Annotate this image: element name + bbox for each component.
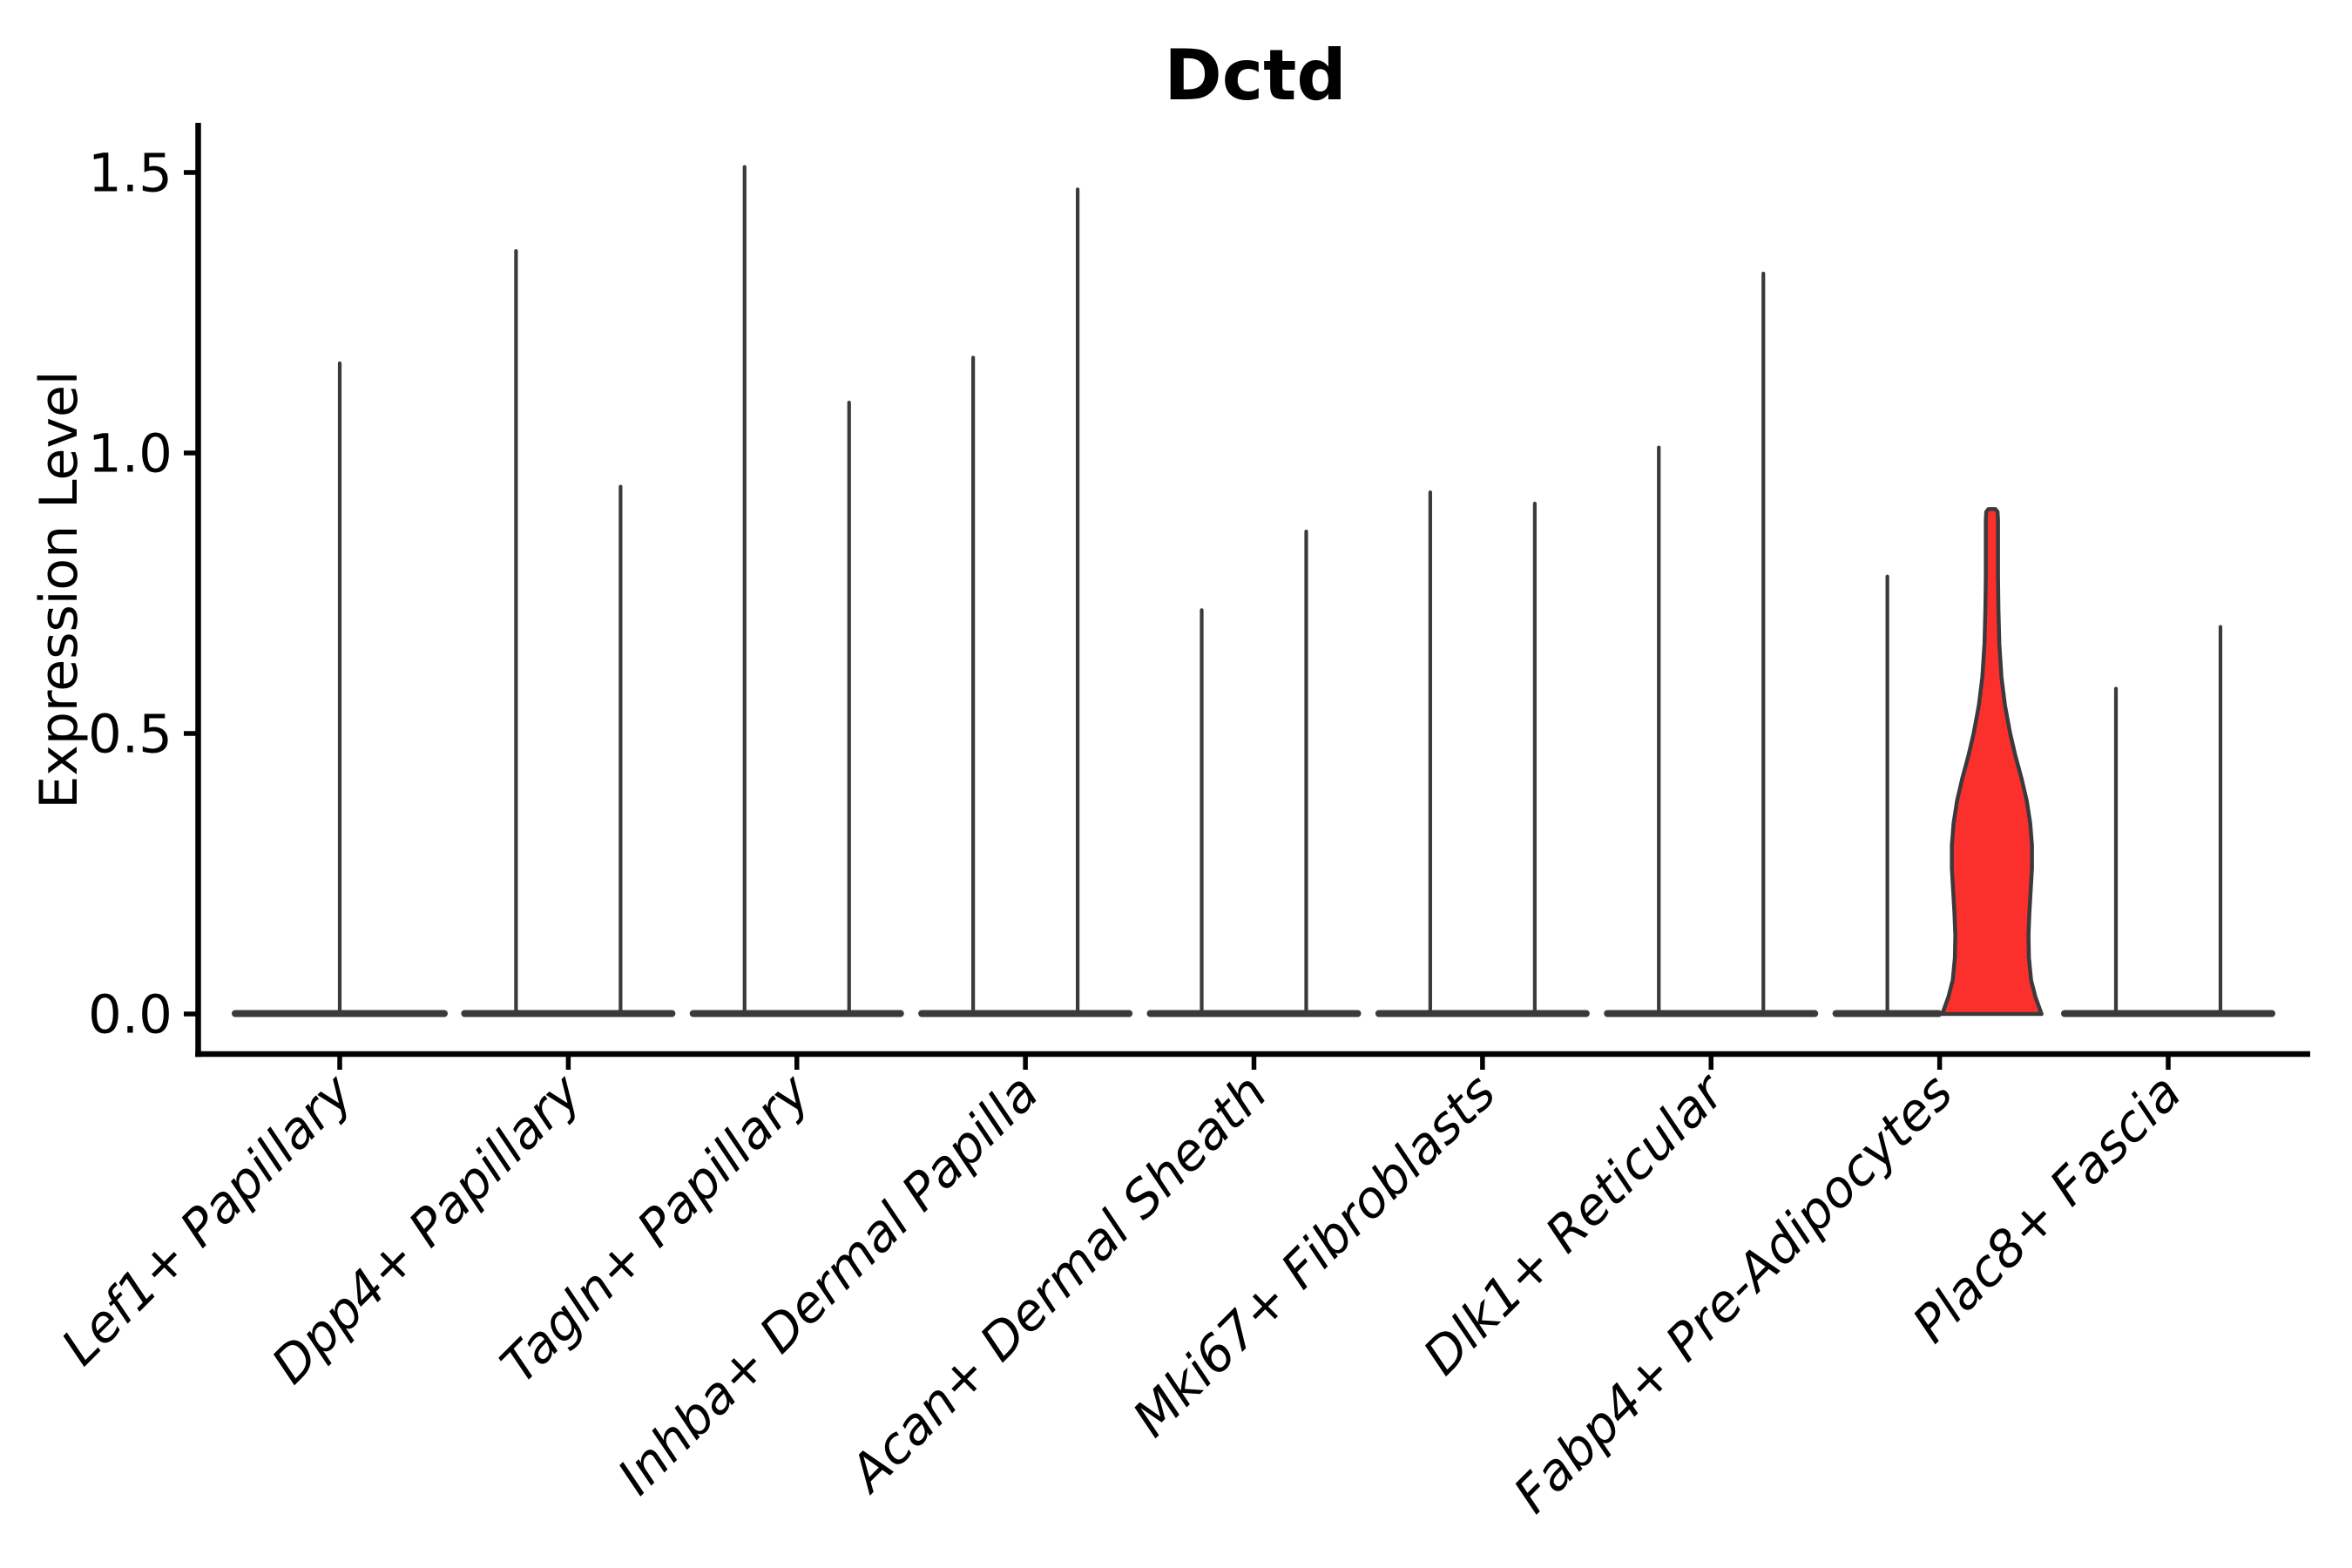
violins-layer	[232, 165, 2275, 1017]
chart-title: Dctd	[1164, 35, 1346, 116]
violin-acan-dermal-sheath-1	[1146, 608, 1257, 1017]
y-tick-label-0.0: 0.0	[88, 983, 172, 1045]
y-axis-label: Expression Level	[29, 370, 90, 808]
violin-dpp4-papillary-1	[461, 249, 571, 1017]
x-tick-label-fabp4-pre-adipocytes: Fabp4+ Pre-Adipocytes	[1502, 1063, 1963, 1524]
violin-tagln-papillary-1	[689, 165, 800, 1017]
violin-dlk1-reticular-2	[1708, 271, 1819, 1017]
violin-mki67-fibroblasts-1	[1375, 490, 1485, 1017]
y-axis-ticks: 0.0 0.5 1.0 1.5	[88, 142, 196, 1045]
violin-acan-dermal-sheath-2	[1251, 530, 1362, 1017]
y-tick-label-1.0: 1.0	[88, 422, 172, 484]
y-tick-label-1.5: 1.5	[88, 142, 172, 204]
violin-mki67-fibroblasts-2	[1479, 501, 1590, 1017]
violin-fabp4-pre-adipocytes-1	[1832, 574, 1943, 1017]
violin-plac8-fascia-1	[2061, 686, 2171, 1017]
violin-tagln-papillary-2	[794, 400, 904, 1017]
violin-inhba-dermal-papilla-2	[1023, 187, 1133, 1017]
violin-plac8-fascia-2	[2166, 625, 2275, 1017]
violin-inhba-dermal-papilla-1	[918, 355, 1029, 1017]
x-tick-label-acan-dermal-sheath: Acan+ Dermal Sheath	[836, 1063, 1279, 1505]
y-tick-label-0.5: 0.5	[88, 703, 172, 765]
x-tick-label-inhba-dermal-papilla: Inhba+ Dermal Papilla	[606, 1063, 1050, 1506]
violin-fabp4-pre-adipocytes-2-highlighted	[1940, 507, 2044, 1017]
violin-lef1-papillary	[232, 361, 448, 1017]
violin-dlk1-reticular-1	[1604, 445, 1714, 1017]
violin-dpp4-papillary-2	[565, 484, 676, 1017]
